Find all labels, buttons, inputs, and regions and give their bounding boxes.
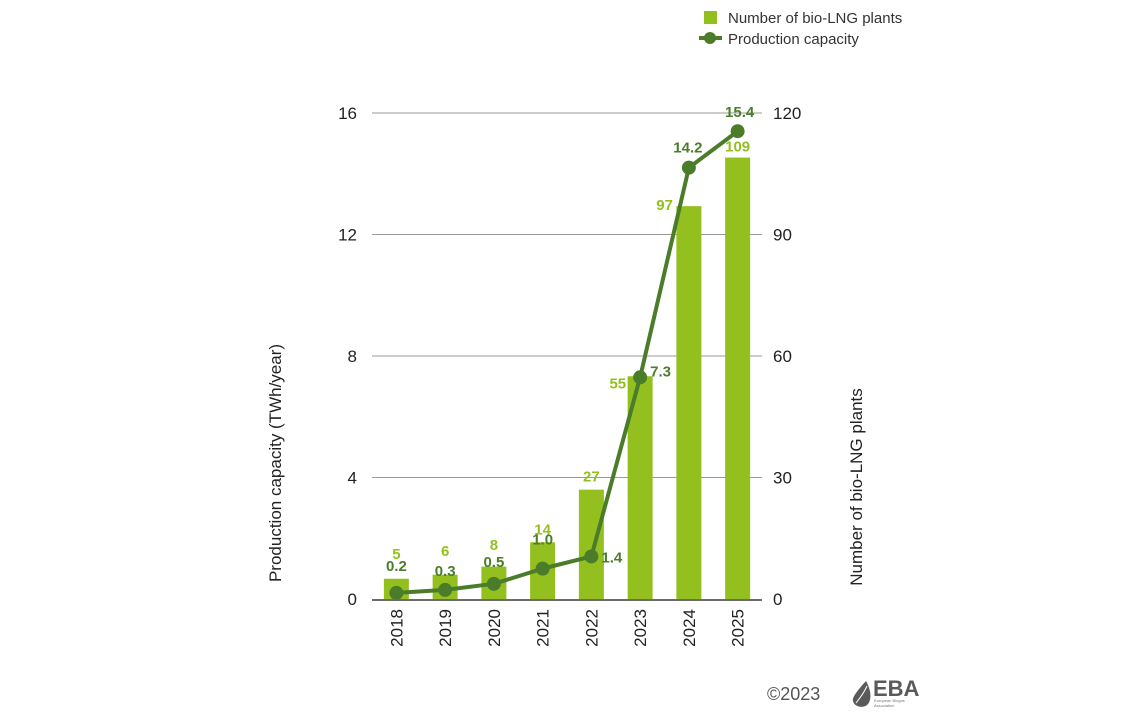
- bar-value-label: 55: [609, 375, 626, 392]
- right-tick-label: 90: [773, 226, 792, 245]
- left-tick-label: 0: [348, 590, 357, 609]
- right-tick-label: 60: [773, 347, 792, 366]
- right-tick-label: 120: [773, 104, 801, 123]
- bar: [676, 206, 702, 599]
- right-tick-label: 0: [773, 590, 782, 609]
- x-tick-label: 2018: [387, 609, 406, 647]
- line-series: [389, 124, 745, 600]
- line-value-label: 1.4: [601, 549, 623, 566]
- bar: [578, 489, 604, 599]
- legend: Number of bio-LNG plants Production capa…: [699, 10, 902, 48]
- bar-value-label: 5: [392, 546, 400, 563]
- x-tick-label: 2023: [631, 609, 650, 647]
- capacity-point: [584, 549, 599, 564]
- left-tick-label: 16: [338, 104, 357, 123]
- bar-series: [383, 157, 751, 600]
- logo-text: EBA: [873, 676, 920, 701]
- data-labels: 5 6 8 14 27 55 97 109 0.2 0.3 0.5 1.0 1.4 7.3 14.2 15.4: [386, 104, 755, 580]
- capacity-point: [535, 561, 550, 576]
- capacity-line: [396, 129, 739, 595]
- capacity-point: [633, 370, 648, 385]
- left-tick-label: 8: [348, 347, 357, 366]
- bar-value-label: 109: [725, 139, 750, 156]
- legend-bar-swatch: [704, 11, 717, 24]
- left-axis-title: Production capacity (TWh/year): [266, 344, 285, 582]
- legend-label-capacity: Production capacity: [728, 31, 859, 48]
- x-tick-label: 2019: [436, 609, 455, 647]
- line-value-label: 0.3: [435, 563, 456, 580]
- line-value-label: 0.2: [386, 558, 407, 575]
- copyright-text: ©2023: [767, 684, 820, 704]
- gridlines: [372, 112, 762, 478]
- right-tick-label: 30: [773, 469, 792, 488]
- bar-value-label: 27: [583, 469, 600, 486]
- capacity-point: [438, 582, 453, 597]
- axes: 0 4 8 12 16 0 30 60 90 120 2018 2019 2020 2021 2022 202…: [338, 104, 801, 647]
- bar-value-label: 6: [441, 543, 449, 560]
- leaf-drop-icon: [852, 681, 871, 707]
- bar: [725, 157, 751, 600]
- x-tick-label: 2021: [534, 609, 553, 647]
- logo-subtext-2: Association: [874, 703, 894, 708]
- capacity-point: [486, 576, 501, 591]
- capacity-point: [730, 124, 745, 139]
- line-value-label: 0.5: [483, 554, 504, 571]
- legend-line-dot: [704, 32, 716, 44]
- right-axis-title: Number of bio-LNG plants: [847, 388, 866, 585]
- line-value-label: 14.2: [673, 140, 702, 157]
- x-tick-label: 2020: [485, 609, 504, 647]
- x-tick-label: 2022: [582, 609, 601, 647]
- x-tick-label: 2024: [680, 609, 699, 647]
- line-value-label: 15.4: [725, 104, 755, 121]
- bar-value-label: 14: [534, 521, 551, 538]
- eba-logo: EBA European Biogas Association: [852, 676, 920, 708]
- line-value-label: 1.0: [532, 532, 553, 549]
- line-value-label: 7.3: [650, 363, 671, 380]
- legend-label-plants: Number of bio-LNG plants: [728, 10, 902, 27]
- bar-value-label: 97: [656, 197, 673, 214]
- capacity-point: [681, 160, 696, 175]
- logo-subtext-1: European Biogas: [874, 698, 905, 703]
- left-tick-label: 12: [338, 226, 357, 245]
- left-tick-label: 4: [348, 469, 357, 488]
- x-tick-label: 2025: [729, 609, 748, 647]
- bar-value-label: 8: [490, 537, 498, 554]
- capacity-point: [389, 585, 404, 600]
